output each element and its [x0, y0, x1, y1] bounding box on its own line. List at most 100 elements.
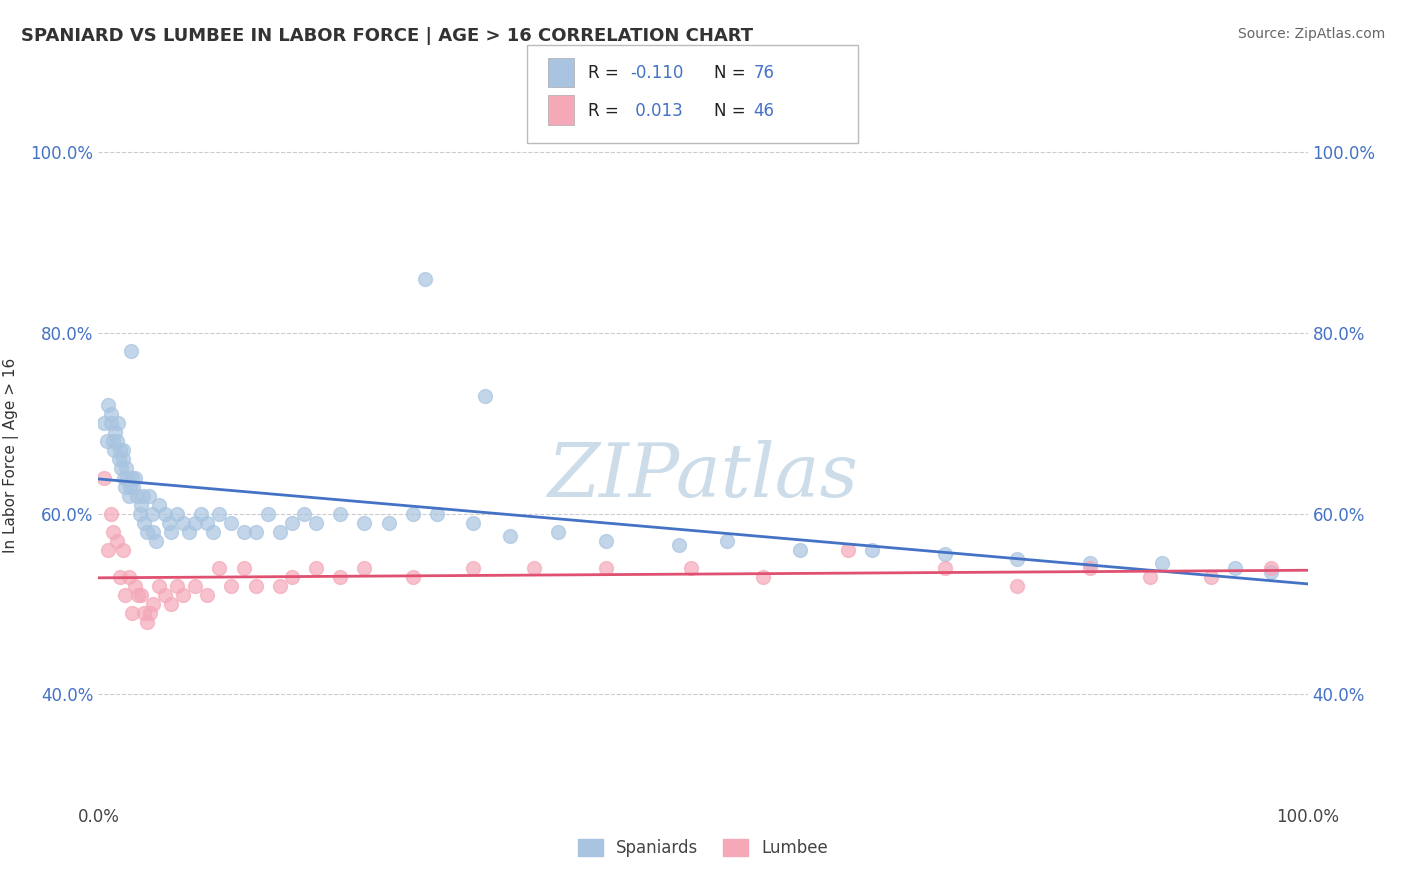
Point: [195, 588, 218, 602]
Point: [402, 570, 425, 584]
Point: [1007, 551, 1029, 566]
Point: [118, 570, 141, 584]
Point: [1078, 561, 1101, 575]
Point: [377, 516, 399, 530]
Point: [160, 597, 183, 611]
Point: [547, 524, 569, 539]
Text: -0.110: -0.110: [630, 64, 683, 82]
Point: [474, 389, 496, 403]
Point: [281, 570, 304, 584]
Point: [134, 516, 156, 530]
Point: [1223, 561, 1246, 575]
Text: Source: ZipAtlas.com: Source: ZipAtlas.com: [1237, 27, 1385, 41]
Point: [153, 507, 176, 521]
Point: [148, 498, 170, 512]
Point: [142, 524, 165, 539]
Point: [498, 529, 520, 543]
Point: [1078, 557, 1101, 571]
Point: [679, 561, 702, 575]
Point: [269, 524, 291, 539]
Point: [135, 615, 157, 629]
Point: [1260, 566, 1282, 580]
Point: [124, 470, 146, 484]
Text: 76: 76: [754, 64, 775, 82]
Point: [97, 398, 120, 412]
Point: [292, 507, 315, 521]
Point: [101, 524, 124, 539]
Text: 0.013: 0.013: [630, 102, 683, 120]
Point: [195, 516, 218, 530]
Point: [1260, 561, 1282, 575]
Point: [93, 417, 115, 431]
Point: [221, 579, 243, 593]
Point: [139, 606, 162, 620]
Point: [353, 516, 375, 530]
Point: [1152, 557, 1174, 571]
Legend: Spaniards, Lumbee: Spaniards, Lumbee: [571, 832, 835, 864]
Point: [353, 561, 375, 575]
Point: [105, 533, 128, 548]
Point: [127, 489, 149, 503]
Point: [104, 425, 127, 440]
Point: [93, 470, 115, 484]
Point: [595, 561, 617, 575]
Point: [166, 579, 188, 593]
Point: [107, 417, 129, 431]
Point: [245, 524, 267, 539]
Point: [413, 271, 436, 285]
Point: [145, 533, 167, 548]
Text: N =: N =: [714, 102, 751, 120]
Point: [160, 524, 183, 539]
Point: [148, 579, 170, 593]
Point: [305, 561, 328, 575]
Point: [115, 461, 138, 475]
Y-axis label: In Labor Force | Age > 16: In Labor Force | Age > 16: [3, 358, 20, 552]
Point: [329, 570, 352, 584]
Point: [716, 533, 738, 548]
Point: [426, 507, 449, 521]
Point: [837, 542, 859, 557]
Point: [934, 561, 956, 575]
Point: [934, 547, 956, 561]
Point: [111, 443, 134, 458]
Point: [129, 498, 152, 512]
Point: [141, 507, 163, 521]
Point: [1139, 570, 1161, 584]
Point: [114, 479, 136, 493]
Point: [122, 479, 145, 493]
Point: [523, 561, 546, 575]
Point: [232, 524, 254, 539]
Point: [269, 579, 291, 593]
Point: [105, 434, 128, 449]
Text: SPANIARD VS LUMBEE IN LABOR FORCE | AGE > 16 CORRELATION CHART: SPANIARD VS LUMBEE IN LABOR FORCE | AGE …: [21, 27, 754, 45]
Point: [281, 516, 304, 530]
Point: [118, 479, 141, 493]
Point: [1007, 579, 1029, 593]
Point: [402, 507, 425, 521]
Point: [134, 606, 156, 620]
Point: [127, 588, 149, 602]
Point: [1199, 570, 1222, 584]
Text: ZIPatlas: ZIPatlas: [547, 440, 859, 512]
Point: [221, 516, 243, 530]
Point: [108, 443, 131, 458]
Point: [100, 407, 122, 421]
Point: [208, 507, 231, 521]
Point: [172, 516, 194, 530]
Point: [184, 579, 207, 593]
Text: N =: N =: [714, 64, 751, 82]
Point: [124, 579, 146, 593]
Point: [789, 542, 811, 557]
Point: [111, 452, 134, 467]
Point: [101, 434, 124, 449]
Point: [190, 507, 212, 521]
Point: [142, 597, 165, 611]
Point: [668, 538, 690, 552]
Point: [232, 561, 254, 575]
Point: [463, 516, 485, 530]
Point: [97, 542, 120, 557]
Point: [96, 434, 118, 449]
Point: [135, 524, 157, 539]
Point: [121, 606, 143, 620]
Text: R =: R =: [588, 64, 624, 82]
